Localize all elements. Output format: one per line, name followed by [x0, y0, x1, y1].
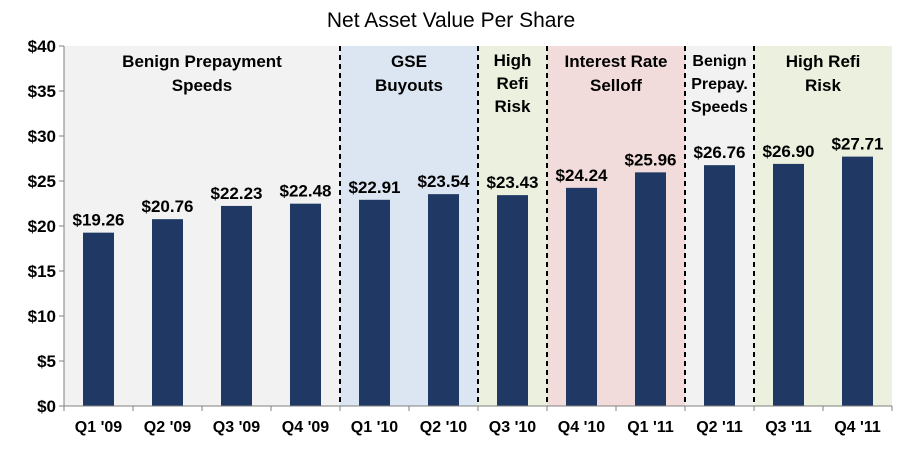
- bar: [566, 187, 597, 406]
- x-tick-label: Q4 '09: [282, 419, 329, 436]
- region-label: Benign Prepayment Speeds: [122, 52, 282, 95]
- data-label: $26.90: [763, 142, 815, 161]
- region-label-line: Risk: [805, 76, 841, 95]
- region-label-line: Speeds: [691, 99, 748, 116]
- data-label: $26.76: [694, 143, 746, 162]
- region-label: Interest Rate Selloff: [565, 52, 668, 95]
- bar: [497, 195, 528, 406]
- bar: [152, 219, 183, 406]
- x-tick-label: Q4 '11: [834, 419, 881, 436]
- bar: [428, 194, 459, 406]
- region-label-line: Benign: [692, 53, 746, 70]
- x-tick-label: Q1 '09: [75, 419, 122, 436]
- y-tick-label: $5: [37, 352, 56, 371]
- data-label: $23.43: [487, 173, 539, 192]
- region-label-line: Buyouts: [375, 76, 443, 95]
- x-tick-label: Q2 '09: [144, 419, 191, 436]
- region-label-line: Selloff: [590, 76, 642, 95]
- region-label-line: GSE: [391, 52, 427, 71]
- region-label: High Refi Risk: [494, 51, 532, 116]
- bar: [83, 232, 114, 406]
- data-label: $19.26: [73, 211, 125, 230]
- y-tick-label: $25: [28, 172, 56, 191]
- data-label: $24.24: [556, 166, 609, 185]
- x-tick-label: Q3 '11: [765, 419, 812, 436]
- region-label: High Refi Risk: [786, 52, 861, 95]
- x-tick-label: Q1 '10: [351, 419, 398, 436]
- region-label-line: High: [494, 51, 532, 70]
- x-tick-label: Q3 '10: [489, 419, 536, 436]
- region-label-line: Risk: [495, 97, 531, 116]
- region-label-line: Speeds: [172, 76, 232, 95]
- data-label: $23.54: [418, 172, 471, 191]
- region-label-line: Interest Rate: [565, 52, 668, 71]
- data-label: $22.91: [349, 178, 401, 197]
- bar: [359, 199, 390, 406]
- region-label-line: Refi: [496, 74, 528, 93]
- x-tick-label: Q4 '10: [558, 419, 605, 436]
- region-label: Benign Prepay. Speeds: [691, 53, 748, 116]
- y-tick-label: $10: [28, 307, 56, 326]
- data-label: $22.48: [280, 182, 332, 201]
- data-label: $22.23: [211, 184, 263, 203]
- bar: [635, 172, 666, 406]
- data-label: $20.76: [142, 197, 194, 216]
- region-label-line: High Refi: [786, 52, 861, 71]
- x-tick-label: Q1 '11: [627, 419, 674, 436]
- y-tick-label: $20: [28, 217, 56, 236]
- bar: [773, 163, 804, 406]
- y-tick-label: $15: [28, 262, 56, 281]
- y-tick-label: $40: [28, 37, 56, 56]
- bar: [704, 165, 735, 406]
- data-label: $27.71: [832, 135, 884, 154]
- y-tick-label: $30: [28, 127, 56, 146]
- y-tick-label: $0: [37, 397, 56, 416]
- bar: [842, 156, 873, 406]
- bar: [290, 203, 321, 406]
- chart-title: Net Asset Value Per Share: [327, 9, 575, 32]
- x-tick-label: Q2 '11: [696, 419, 743, 436]
- x-tick-label: Q3 '09: [213, 419, 260, 436]
- region-label-line: Prepay.: [691, 76, 748, 93]
- region-label: GSE Buyouts: [375, 52, 443, 95]
- region-label-line: Benign Prepayment: [122, 52, 282, 71]
- y-tick-label: $35: [28, 82, 56, 101]
- x-tick-label: Q2 '10: [420, 419, 467, 436]
- bar: [221, 205, 252, 406]
- data-label: $25.96: [625, 150, 677, 169]
